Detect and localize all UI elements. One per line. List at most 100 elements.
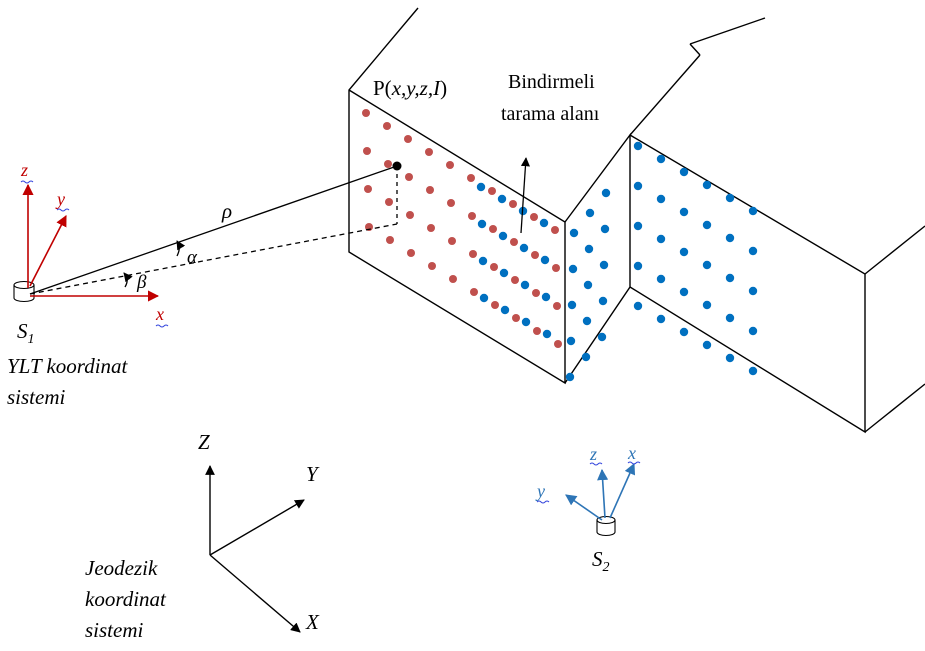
scan-point xyxy=(477,219,487,229)
scan-point xyxy=(541,292,551,302)
scan-point xyxy=(725,353,735,363)
scan-point xyxy=(384,160,392,168)
blue-scan-points xyxy=(476,141,758,382)
scanner1-caption-line1: YLT koordinat xyxy=(7,354,129,378)
s1-x-label: x xyxy=(155,304,164,324)
scan-point xyxy=(679,287,689,297)
projection-ray xyxy=(29,223,398,295)
point-p-marker xyxy=(392,161,402,171)
scanner2-name: S2 xyxy=(592,547,610,575)
geodetic-caption-line2: koordinat xyxy=(85,587,167,611)
scan-point xyxy=(565,372,575,382)
scan-point xyxy=(468,212,476,220)
scan-point xyxy=(467,174,475,182)
scan-point xyxy=(585,208,595,218)
scan-point xyxy=(383,122,391,130)
scan-point xyxy=(748,366,758,376)
geodetic-axes xyxy=(205,465,305,633)
scan-point xyxy=(600,224,610,234)
beta-label: β xyxy=(136,272,147,293)
s2-x-axis xyxy=(609,462,636,519)
scan-point xyxy=(702,340,712,350)
scan-point xyxy=(679,247,689,257)
geodetic-caption-line3: sistemi xyxy=(85,618,144,642)
scan-point xyxy=(469,250,477,258)
scan-point xyxy=(532,289,540,297)
scan-point xyxy=(500,305,510,315)
overlap-label-line1: Bindirmeli xyxy=(508,71,595,93)
scan-point xyxy=(656,234,666,244)
scan-point xyxy=(582,316,592,326)
scan-point xyxy=(552,264,560,272)
point-p-label: P(x,y,z,I) xyxy=(373,76,447,100)
scan-point xyxy=(566,336,576,346)
scan-point xyxy=(567,300,577,310)
scan-point xyxy=(530,213,538,221)
scan-point xyxy=(633,141,643,151)
scan-point xyxy=(364,185,372,193)
scan-point xyxy=(470,288,478,296)
alpha-arc xyxy=(176,240,186,257)
scan-point xyxy=(725,313,735,323)
scan-point xyxy=(511,276,519,284)
scan-point xyxy=(599,260,609,270)
scan-point xyxy=(539,218,549,228)
scan-point xyxy=(512,314,520,322)
overlap-pointer-arrow xyxy=(520,157,530,234)
rho-ray xyxy=(29,165,398,295)
scan-point xyxy=(427,224,435,232)
scan-point xyxy=(478,256,488,266)
squiggle-underlines xyxy=(20,180,641,504)
scan-point xyxy=(509,200,517,208)
scan-point xyxy=(568,264,578,274)
scan-point xyxy=(554,340,562,348)
scan-point xyxy=(489,225,497,233)
scan-point xyxy=(521,317,531,327)
alpha-label: α xyxy=(187,247,198,268)
scan-point xyxy=(702,180,712,190)
scan-point xyxy=(581,352,591,362)
scan-point xyxy=(488,187,496,195)
s2-x-label: x xyxy=(627,443,636,463)
scan-point xyxy=(490,263,498,271)
scan-point xyxy=(426,186,434,194)
scan-point xyxy=(404,135,412,143)
scanner1-caption-line2: sistemi xyxy=(7,385,66,409)
scan-point xyxy=(748,206,758,216)
scan-point xyxy=(748,246,758,256)
scan-point xyxy=(407,249,415,257)
scan-point xyxy=(365,223,373,231)
rho-label: ρ xyxy=(221,199,232,223)
scan-point xyxy=(449,275,457,283)
scan-point xyxy=(748,326,758,336)
scan-point xyxy=(405,173,413,181)
scan-point xyxy=(725,273,735,283)
scan-point xyxy=(601,188,611,198)
s2-y-axis xyxy=(565,494,603,521)
scan-point xyxy=(425,148,433,156)
scan-point xyxy=(446,161,454,169)
scan-point xyxy=(725,233,735,243)
scan-point xyxy=(520,280,530,290)
scan-point xyxy=(679,167,689,177)
scan-point xyxy=(363,147,371,155)
scan-point xyxy=(551,226,559,234)
geodetic-caption-line1: Jeodezik xyxy=(85,556,158,580)
scan-point xyxy=(479,293,489,303)
scan-point xyxy=(533,327,541,335)
scan-point xyxy=(531,251,539,259)
scan-point xyxy=(748,286,758,296)
beta-arc xyxy=(123,272,133,288)
scan-point xyxy=(406,211,414,219)
scan-point xyxy=(428,262,436,270)
scan-point xyxy=(656,314,666,324)
scan-point xyxy=(448,237,456,245)
s1-z-label: z xyxy=(20,160,28,180)
scan-point xyxy=(598,296,608,306)
scan-point xyxy=(510,238,518,246)
scanner1-axes xyxy=(22,183,160,302)
s2-z-axis xyxy=(597,468,609,519)
scan-point xyxy=(702,220,712,230)
scan-point xyxy=(386,236,394,244)
scan-point xyxy=(491,301,499,309)
